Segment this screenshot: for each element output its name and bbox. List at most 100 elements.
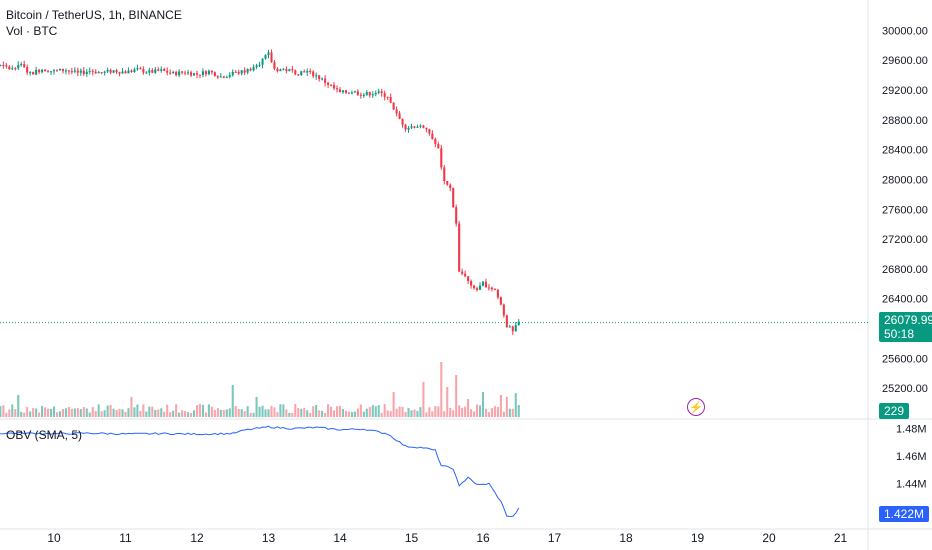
candle-body bbox=[237, 71, 240, 74]
candle-body bbox=[410, 126, 413, 128]
candle-body bbox=[395, 109, 398, 114]
volume-bar bbox=[175, 404, 178, 417]
volume-bar bbox=[496, 406, 499, 417]
volume-bar bbox=[52, 406, 56, 417]
candle-body bbox=[73, 70, 76, 72]
candle-body bbox=[127, 70, 130, 74]
volume-bar bbox=[267, 409, 270, 417]
volume-bar bbox=[228, 408, 231, 417]
candle-body bbox=[181, 71, 184, 73]
volume-bar bbox=[487, 412, 491, 417]
volume-bar bbox=[64, 408, 67, 417]
volume-bar bbox=[368, 407, 371, 417]
volume-bar bbox=[395, 408, 398, 417]
candle-body bbox=[303, 71, 306, 73]
candle-body bbox=[419, 125, 422, 127]
volume-bar bbox=[172, 410, 175, 417]
volume-bar bbox=[88, 412, 91, 417]
volume-bar bbox=[470, 409, 473, 417]
volume-bar bbox=[44, 407, 47, 417]
volume-bar bbox=[273, 407, 276, 417]
volume-bar bbox=[344, 410, 348, 417]
volume-bar bbox=[67, 407, 70, 417]
price-tick-label: 28800.00 bbox=[882, 115, 928, 127]
candle-body bbox=[282, 69, 285, 71]
volume-bar bbox=[359, 404, 362, 417]
candle-body bbox=[225, 76, 228, 78]
lightning-icon[interactable]: ⚡ bbox=[687, 398, 705, 416]
candle-body bbox=[344, 90, 348, 93]
volume-bar bbox=[55, 412, 59, 417]
volume-bar bbox=[29, 411, 32, 417]
volume-bar bbox=[35, 408, 38, 417]
candle-body bbox=[330, 84, 333, 86]
candle-body bbox=[64, 70, 67, 72]
volume-bar bbox=[124, 411, 127, 417]
volume-bar bbox=[392, 392, 395, 417]
candle-body bbox=[431, 133, 434, 140]
volume-bar bbox=[508, 408, 511, 417]
candle-body bbox=[428, 129, 431, 134]
volume-bar bbox=[327, 404, 330, 417]
candle-body bbox=[398, 113, 401, 119]
volume-bar bbox=[243, 411, 246, 417]
volume-bar bbox=[61, 409, 64, 417]
volume-bar bbox=[386, 410, 389, 417]
candle-body bbox=[172, 71, 175, 74]
volume-bar bbox=[332, 410, 336, 417]
volume-bar bbox=[237, 408, 240, 417]
volume-bar bbox=[38, 412, 41, 417]
volume-bar bbox=[464, 406, 467, 417]
candle-body bbox=[145, 72, 148, 74]
candle-body bbox=[44, 69, 47, 72]
last-price-value: 26079.99 bbox=[884, 313, 932, 327]
candle-body bbox=[35, 69, 38, 75]
volume-bar bbox=[371, 405, 374, 417]
volume-bar bbox=[225, 409, 228, 417]
volume-bar bbox=[17, 395, 20, 417]
candle-body bbox=[315, 75, 318, 77]
volume-bar bbox=[49, 408, 53, 417]
candle-body bbox=[61, 68, 64, 72]
x-tick-label: 10 bbox=[47, 531, 61, 545]
candle-body bbox=[234, 71, 237, 73]
volume-bar bbox=[353, 411, 356, 417]
candle-body bbox=[425, 127, 428, 130]
candle-body bbox=[374, 92, 377, 95]
candle-body bbox=[112, 70, 115, 73]
candle-body bbox=[115, 70, 118, 73]
volume-bar bbox=[434, 406, 437, 417]
candle-body bbox=[148, 70, 151, 73]
volume-bar bbox=[240, 409, 243, 417]
volume-bar bbox=[350, 412, 353, 417]
candle-body bbox=[270, 52, 273, 63]
candle-body bbox=[321, 78, 324, 80]
candle-body bbox=[484, 281, 488, 288]
volume-bar bbox=[192, 410, 196, 417]
volume-bar bbox=[365, 408, 368, 417]
volume-bar bbox=[330, 406, 333, 417]
volume-label: Vol · BTC bbox=[6, 24, 58, 38]
candle-body bbox=[76, 70, 79, 73]
candle-body bbox=[368, 92, 371, 96]
volume-bar bbox=[294, 404, 297, 417]
volume-bar bbox=[14, 409, 17, 417]
volume-bar bbox=[222, 410, 225, 417]
x-tick-label: 21 bbox=[834, 531, 848, 545]
candle-body bbox=[160, 69, 163, 71]
candle-body bbox=[449, 184, 452, 189]
candle-body bbox=[222, 76, 225, 78]
candle-body bbox=[139, 68, 142, 70]
volume-bar bbox=[91, 407, 94, 417]
volume-bar bbox=[321, 410, 324, 417]
candle-body bbox=[255, 65, 258, 68]
volume-bar bbox=[127, 408, 130, 417]
candle-body bbox=[8, 66, 11, 70]
volume-bar bbox=[422, 382, 425, 417]
candle-body bbox=[499, 297, 502, 305]
candle-body bbox=[481, 281, 485, 286]
obv-tag: 1.422M bbox=[879, 506, 930, 522]
candle-body bbox=[219, 76, 222, 78]
candle-body bbox=[377, 91, 380, 93]
